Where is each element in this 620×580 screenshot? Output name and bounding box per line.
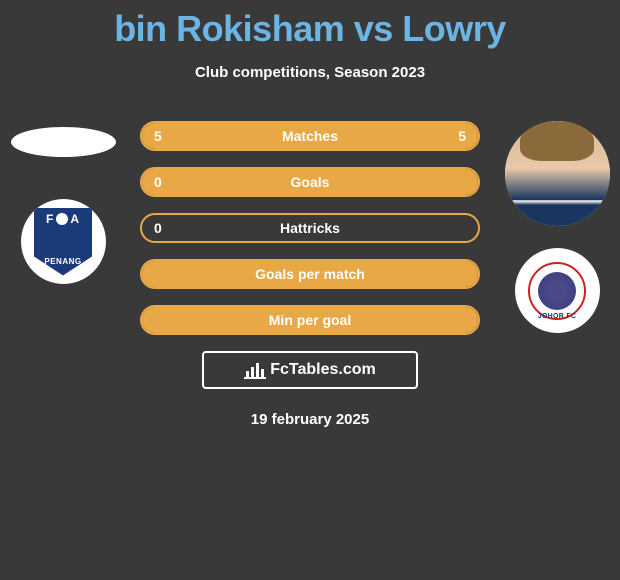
- player-left-column: F A PENANG: [8, 121, 118, 284]
- club-left-badge: F A PENANG: [21, 199, 106, 284]
- page-subtitle: Club competitions, Season 2023: [0, 64, 620, 81]
- player-right-avatar: [505, 121, 610, 226]
- bar-chart-icon: [244, 361, 266, 379]
- club-right-name: JOHOR FC: [538, 313, 577, 320]
- stat-row: Min per goal: [140, 305, 480, 335]
- stat-label: Hattricks: [280, 220, 340, 236]
- stat-row: 0 Hattricks: [140, 213, 480, 243]
- stat-label: Matches: [282, 128, 338, 144]
- ring-icon: JOHOR FC: [528, 262, 586, 320]
- stat-label: Goals per match: [255, 266, 365, 282]
- stat-left-value: 5: [154, 128, 162, 144]
- stat-row: 5 5 Matches: [140, 121, 480, 151]
- stat-row: Goals per match: [140, 259, 480, 289]
- watermark-box: FcTables.com: [202, 351, 418, 389]
- comparison-panel: F A PENANG JOHOR FC 5 5 Matches 0 Goals 0 Hatt…: [0, 121, 620, 428]
- soccer-ball-icon: [56, 213, 68, 225]
- stat-label: Goals: [291, 174, 330, 190]
- stat-left-value: 0: [154, 220, 162, 236]
- watermark-text: FcTables.com: [270, 361, 376, 379]
- page-title: bin Rokisham vs Lowry: [0, 0, 620, 50]
- stat-bars: 5 5 Matches 0 Goals 0 Hattricks Goals per match…: [140, 121, 480, 335]
- player-left-avatar: [11, 127, 116, 157]
- stat-row: 0 Goals: [140, 167, 480, 197]
- player-right-column: JOHOR FC: [502, 121, 612, 333]
- shield-icon: F A PENANG: [34, 208, 92, 276]
- date-label: 19 february 2025: [0, 411, 620, 428]
- stat-right-value: 5: [458, 128, 466, 144]
- club-right-badge: JOHOR FC: [515, 248, 600, 333]
- club-left-name: PENANG: [44, 257, 81, 266]
- stat-label: Min per goal: [269, 312, 351, 328]
- stat-left-value: 0: [154, 174, 162, 190]
